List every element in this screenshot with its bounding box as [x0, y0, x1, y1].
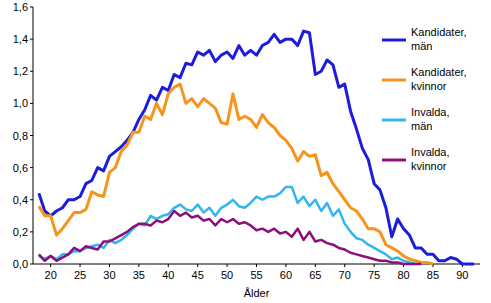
- y-tick-label: 0,6: [13, 162, 28, 174]
- x-tick-label: 90: [456, 269, 468, 281]
- series-line: [39, 31, 474, 264]
- x-tick-label: 35: [133, 269, 145, 281]
- chart: 0,0 0,2 0,4 0,6 0,8 1,0 1,2 1,4 1,6 20 25 30 35 40 45 5…: [0, 0, 491, 303]
- y-tick-label: 0,0: [13, 258, 28, 270]
- y-tick-label: 1,4: [13, 33, 28, 45]
- y-axis: [33, 7, 34, 264]
- x-axis-label: Ålder: [244, 287, 270, 299]
- y-tick-label: 0,2: [13, 226, 28, 238]
- x-tick-label: 40: [162, 269, 174, 281]
- legend-label: Kandidater, män: [411, 26, 467, 52]
- x-tick-label: 60: [280, 269, 292, 281]
- legend-label-line: män: [411, 120, 432, 132]
- legend-swatch: [382, 119, 406, 122]
- legend: Kandidater,mänKandidater,kvinnorInvalda,…: [382, 26, 467, 172]
- legend-label-line: Invalda,: [411, 146, 450, 158]
- legend-swatch: [382, 39, 406, 42]
- legend-label: Invalda, kvinnor: [411, 146, 450, 172]
- x-tick-label: 30: [103, 269, 115, 281]
- x-tick-label: 70: [339, 269, 351, 281]
- y-tick-label: 1,0: [13, 97, 28, 109]
- legend-label-line: kvinnor: [411, 80, 447, 92]
- legend-label-line: Invalda,: [411, 106, 450, 118]
- x-tick-label: 45: [192, 269, 204, 281]
- x-tick-label: 55: [250, 269, 262, 281]
- series-line: [39, 84, 433, 264]
- legend-label: Invalda, män: [411, 106, 450, 132]
- x-tick-label: 80: [397, 269, 409, 281]
- series-line: [39, 211, 421, 264]
- plot-area: [39, 31, 474, 264]
- legend-label-line: Kandidater,: [411, 26, 467, 38]
- x-tick-label: 85: [427, 269, 439, 281]
- x-tick-label: 75: [368, 269, 380, 281]
- x-tick-label: 65: [309, 269, 321, 281]
- legend-swatch: [382, 79, 406, 82]
- x-tick-label: 20: [45, 269, 57, 281]
- y-tick-label: 0,4: [13, 194, 28, 206]
- y-tick-label: 1,6: [13, 1, 28, 13]
- legend-label-line: kvinnor: [411, 160, 447, 172]
- legend-swatch: [382, 159, 406, 162]
- series-line: [39, 187, 415, 264]
- x-tick-label: 25: [74, 269, 86, 281]
- y-tick-label: 1,2: [13, 65, 28, 77]
- x-tick-label: 50: [221, 269, 233, 281]
- legend-label-line: män: [411, 40, 432, 52]
- y-tick-label: 0,8: [13, 130, 28, 142]
- legend-label-line: Kandidater,: [411, 66, 467, 78]
- legend-label: Kandidater, kvinnor: [411, 66, 467, 92]
